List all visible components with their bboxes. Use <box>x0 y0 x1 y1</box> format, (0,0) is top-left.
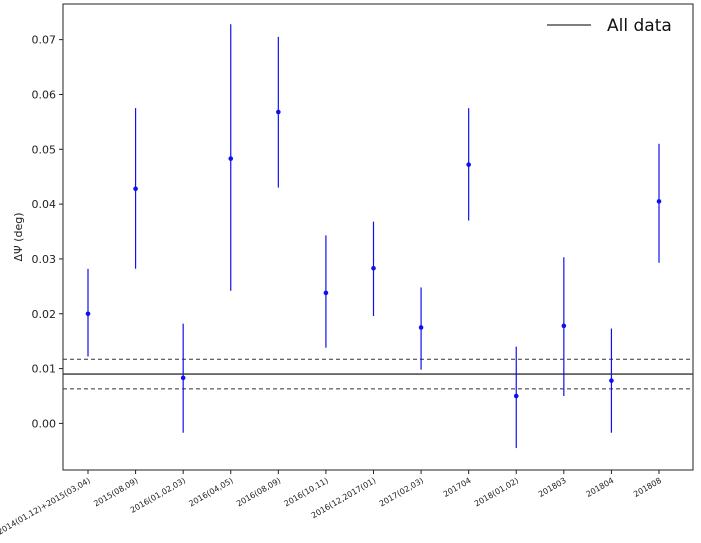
y-tick-label: 0.04 <box>32 198 57 211</box>
x-tick-label: 201804 <box>584 476 615 499</box>
data-point <box>656 199 662 204</box>
y-tick-label: 0.03 <box>32 253 57 266</box>
data-point <box>513 393 519 399</box>
reference-lines <box>63 358 693 390</box>
y-axis-label: ΔΨ (deg) <box>12 213 25 262</box>
y-tick-label: 0.02 <box>32 308 57 321</box>
x-axis: 2014(01,12)+2015(03,04) 2015(08,09) 2016(0… <box>0 470 663 537</box>
x-tick-label: 2017(02,03) <box>378 476 425 509</box>
x-tick-label: 201704 <box>442 476 473 499</box>
x-tick-label: 2014(01,12)+2015(03,04) <box>0 476 92 537</box>
data-point <box>85 311 91 317</box>
y-tick-label: 0.00 <box>32 417 57 430</box>
data-point <box>133 186 138 192</box>
data-point <box>371 265 376 271</box>
x-tick-label: 2016(08,09) <box>235 476 282 509</box>
x-tick-label: 2016(10,11) <box>283 476 330 509</box>
data-point <box>276 109 281 115</box>
legend-label-all-data: All data <box>607 16 672 36</box>
x-tick-label: 201803 <box>537 476 568 499</box>
y-axis: 0.00 0.01 0.02 0.03 0.04 0.05 0.06 0.07 <box>32 34 63 430</box>
data-point <box>561 323 567 329</box>
y-tick-label: 0.01 <box>32 363 57 376</box>
legend: All data <box>547 16 672 36</box>
data-points <box>85 24 662 449</box>
x-tick-label: 201808 <box>632 476 663 499</box>
data-point <box>180 375 186 381</box>
y-tick-label: 0.07 <box>32 34 57 47</box>
data-point <box>466 162 471 167</box>
y-tick-label: 0.06 <box>32 88 57 101</box>
data-point <box>228 156 234 161</box>
data-point <box>418 325 424 330</box>
x-tick-label: 2015(08,09) <box>92 476 139 509</box>
plot-area-frame <box>62 3 694 471</box>
x-tick-label: 2018(01,02) <box>473 476 520 509</box>
x-tick-label: 2016(04,05) <box>187 476 234 509</box>
y-tick-label: 0.05 <box>32 143 57 156</box>
data-point <box>609 378 614 383</box>
data-point <box>323 290 329 296</box>
